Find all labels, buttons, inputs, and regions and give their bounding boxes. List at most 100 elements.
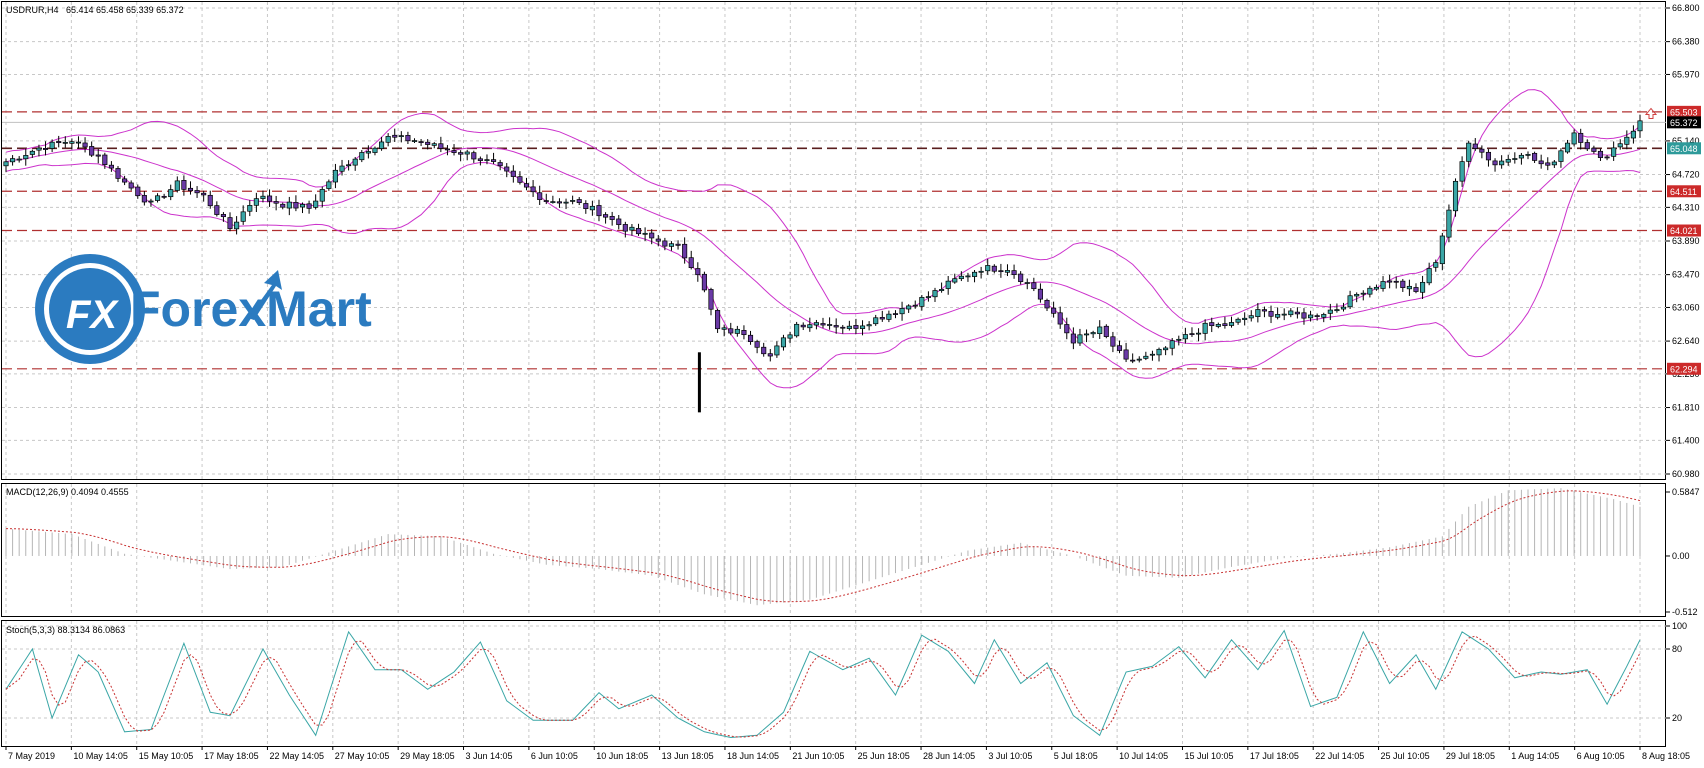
candle-body xyxy=(1182,334,1188,340)
candle-body xyxy=(642,232,648,235)
candle xyxy=(3,158,9,172)
candle xyxy=(1551,159,1557,168)
candle xyxy=(115,166,121,183)
price-tick-label: 63.470 xyxy=(1672,270,1700,280)
candle-body xyxy=(352,158,358,166)
candle-body xyxy=(346,164,352,167)
candle-body xyxy=(616,218,622,225)
candle-body xyxy=(234,221,240,230)
candle xyxy=(299,202,306,214)
candle xyxy=(1426,262,1432,286)
candle xyxy=(1479,145,1485,159)
candle-body xyxy=(1545,162,1551,166)
macd-tick-label: 0.00 xyxy=(1672,551,1690,561)
candle-body xyxy=(517,176,523,183)
candle-body xyxy=(1308,314,1314,319)
candle xyxy=(576,197,582,206)
candle-body xyxy=(1479,148,1485,153)
candle-body xyxy=(141,195,147,203)
candle xyxy=(886,310,892,323)
candle-body xyxy=(721,327,727,330)
candle-body xyxy=(827,324,833,326)
levels-layer xyxy=(2,107,1666,370)
candle-body xyxy=(365,151,371,154)
candle-body xyxy=(497,162,503,167)
candle-body xyxy=(379,141,385,149)
candle-body xyxy=(405,135,411,142)
candle xyxy=(813,319,819,330)
candle-body xyxy=(662,240,668,247)
candle xyxy=(1452,178,1459,217)
candle-body xyxy=(741,330,747,336)
macd-tick-label: -0.512 xyxy=(1672,607,1698,617)
price-tick-label: 61.810 xyxy=(1672,403,1700,413)
candle xyxy=(833,318,839,334)
candle xyxy=(1512,152,1518,164)
candle xyxy=(985,258,991,275)
candle xyxy=(1637,114,1643,138)
candle xyxy=(589,200,595,216)
time-tick-label: 17 May 18:05 xyxy=(204,751,259,761)
candle-body xyxy=(1321,314,1327,318)
candle-body xyxy=(1196,332,1202,335)
candle xyxy=(1439,232,1445,271)
candle xyxy=(1314,313,1320,321)
candle xyxy=(939,282,945,293)
candle-body xyxy=(1492,160,1498,166)
candle-body xyxy=(82,142,88,148)
candle xyxy=(168,184,174,201)
time-tick-label: 6 Jun 10:05 xyxy=(531,751,578,761)
candle xyxy=(49,139,55,153)
time-tick-label: 29 Jul 18:05 xyxy=(1446,751,1495,761)
candle xyxy=(906,304,912,313)
candle-body xyxy=(75,141,82,144)
candle-body xyxy=(1149,353,1155,356)
candle xyxy=(286,196,292,216)
candle-body xyxy=(1156,348,1162,356)
candle xyxy=(840,324,846,334)
candle-body xyxy=(556,201,563,204)
candle-body xyxy=(1446,209,1452,238)
candle xyxy=(128,180,134,191)
candle xyxy=(517,171,523,185)
candle-body xyxy=(326,181,332,189)
candle-body xyxy=(899,308,905,315)
current-price-label-box xyxy=(1667,116,1701,129)
price-tick-label: 65.970 xyxy=(1672,69,1700,79)
candle-body xyxy=(780,337,787,348)
candle-body xyxy=(108,164,114,169)
candle xyxy=(523,177,530,191)
price-tick-label: 63.890 xyxy=(1672,236,1700,246)
candle-body xyxy=(583,203,589,210)
candle xyxy=(1202,319,1208,341)
candle xyxy=(1485,149,1492,167)
candle-body xyxy=(833,325,839,328)
level-label-box xyxy=(1667,362,1701,375)
time-tick-label: 8 Aug 18:05 xyxy=(1642,751,1690,761)
candle-body xyxy=(49,141,55,149)
candle xyxy=(477,156,483,166)
candle-body xyxy=(161,195,167,198)
candle-body xyxy=(1551,161,1557,166)
candle-body xyxy=(1130,359,1136,362)
candle xyxy=(1235,317,1241,325)
candle xyxy=(122,175,128,186)
candle-body xyxy=(1532,152,1538,161)
candle-body xyxy=(1400,280,1406,288)
candle xyxy=(1525,151,1531,160)
candle-body xyxy=(56,141,62,144)
candle-body xyxy=(359,152,365,161)
candle-body xyxy=(1103,325,1109,337)
ohlc-info: 65.414 65.458 65.339 65.372 xyxy=(66,5,184,15)
time-tick-label: 10 Jun 18:05 xyxy=(596,751,648,761)
candle xyxy=(800,322,806,331)
candle xyxy=(1209,317,1215,333)
candle-body xyxy=(1189,333,1195,335)
candle xyxy=(1130,353,1136,364)
candle-body xyxy=(135,186,141,197)
candle-body xyxy=(3,161,9,167)
candle xyxy=(1018,271,1024,285)
candle-body xyxy=(767,353,773,357)
candle xyxy=(240,205,246,225)
